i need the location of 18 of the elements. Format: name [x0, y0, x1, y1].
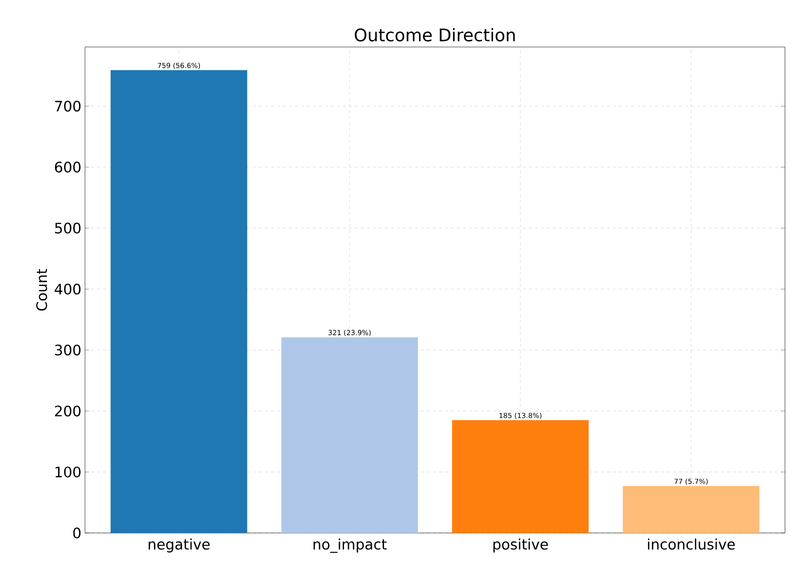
bar [622, 486, 760, 533]
y-tick-label: 600 [54, 162, 81, 173]
y-tick-label: 200 [55, 406, 81, 416]
bar [281, 337, 418, 533]
bar [452, 420, 589, 533]
chart-title: Outcome Direction [354, 28, 515, 42]
y-tick-label: 300 [55, 344, 81, 356]
y-tick-label: 500 [55, 222, 81, 234]
x-tick-label: negative [148, 538, 210, 552]
y-tick-label: 700 [55, 100, 81, 112]
bar [110, 70, 248, 533]
x-tick-label: no_impact [314, 538, 387, 553]
x-tick-label: positive [493, 538, 548, 552]
x-tick-label: inconclusive [648, 538, 735, 550]
y-axis-title: Count [36, 268, 48, 311]
y-tick-label: 400 [54, 284, 81, 295]
y-tick-label: 100 [56, 466, 81, 478]
y-tick-label: 0 [73, 528, 81, 538]
